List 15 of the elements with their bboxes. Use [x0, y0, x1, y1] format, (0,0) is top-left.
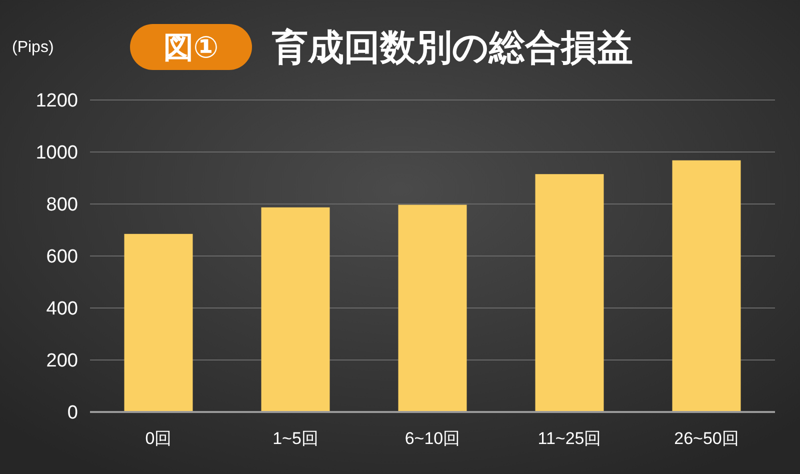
- text: 図①: [163, 32, 219, 64]
- y-tick-label: 800: [46, 194, 78, 216]
- y-tick-label: 1200: [36, 90, 78, 112]
- y-tick-label: 600: [46, 246, 78, 268]
- y-tick-label: 1000: [36, 142, 78, 164]
- y-tick-label: 200: [46, 350, 78, 372]
- y-tick-label: 400: [46, 298, 78, 320]
- chart-title: 育成回数別の総合損益: [271, 26, 633, 68]
- x-tick-label: 6~10回: [404, 429, 460, 448]
- y-tick-label: 0: [67, 402, 78, 424]
- x-tick-label: 1~5回: [272, 429, 318, 448]
- x-tick-label: 11~25回: [538, 429, 602, 448]
- x-tick-label: 26~50回: [674, 429, 739, 448]
- y-axis-title: (Pips): [12, 39, 54, 56]
- x-tick-label: 0回: [145, 429, 172, 448]
